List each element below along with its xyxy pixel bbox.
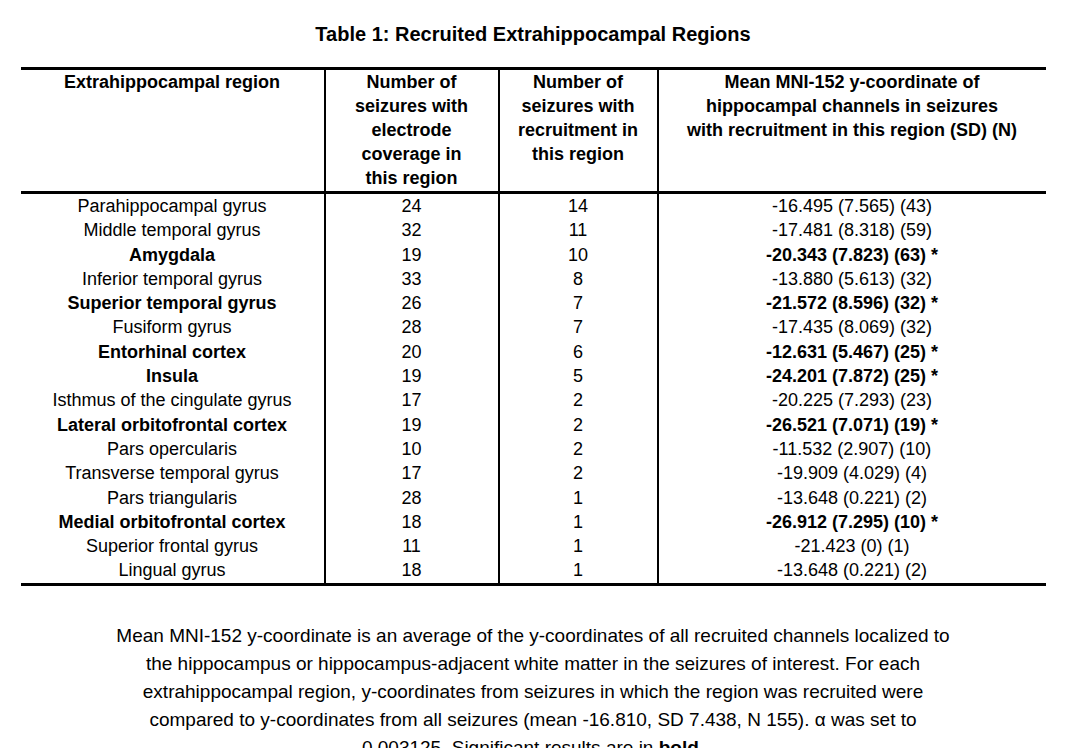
coverage-cell: 19 [325, 413, 499, 437]
mean-cell: -26.912 (7.295) (10) * [658, 510, 1046, 534]
region-cell: Superior frontal gyrus [21, 534, 325, 558]
coverage-cell: 11 [325, 534, 499, 558]
mean-cell: -16.495 (7.565) (43) [658, 193, 1046, 219]
recruitment-cell: 8 [499, 267, 658, 291]
table-title: Table 1: Recruited Extrahippocampal Regi… [0, 21, 1066, 47]
mean-cell: -20.343 (7.823) (63) * [658, 243, 1046, 267]
caption-bold-word: bold [659, 737, 699, 748]
region-cell: Inferior temporal gyrus [21, 267, 325, 291]
table-row: Pars triangularis 28 1 -13.648 (0.221) (… [21, 486, 1046, 510]
recruitment-cell: 14 [499, 193, 658, 219]
mean-cell: -19.909 (4.029) (4) [658, 461, 1046, 485]
region-cell: Pars triangularis [21, 486, 325, 510]
coverage-cell: 28 [325, 315, 499, 339]
mean-cell: -21.572 (8.596) (32) * [658, 291, 1046, 315]
coverage-cell: 17 [325, 461, 499, 485]
coverage-cell: 18 [325, 510, 499, 534]
table-row: Transverse temporal gyrus 17 2 -19.909 (… [21, 461, 1046, 485]
mean-cell: -13.880 (5.613) (32) [658, 267, 1046, 291]
mean-cell: -11.532 (2.907) (10) [658, 437, 1046, 461]
coverage-cell: 24 [325, 193, 499, 219]
header-row: Extrahippocampal region Number of seizur… [21, 69, 1046, 193]
column-header-coverage: Number of seizures with electrode covera… [325, 69, 499, 193]
mean-cell: -20.225 (7.293) (23) [658, 388, 1046, 412]
table-row: Pars opercularis 10 2 -11.532 (2.907) (1… [21, 437, 1046, 461]
mean-cell: -12.631 (5.467) (25) * [658, 340, 1046, 364]
recruitment-cell: 10 [499, 243, 658, 267]
region-cell: Amygdala [21, 243, 325, 267]
recruitment-cell: 1 [499, 486, 658, 510]
table-row: Fusiform gyrus 28 7 -17.435 (8.069) (32) [21, 315, 1046, 339]
table-row: Medial orbitofrontal cortex 18 1 -26.912… [21, 510, 1046, 534]
recruitment-cell: 7 [499, 315, 658, 339]
table-row: Inferior temporal gyrus 33 8 -13.880 (5.… [21, 267, 1046, 291]
table-body: Parahippocampal gyrus 24 14 -16.495 (7.5… [21, 193, 1046, 585]
mean-cell: -17.435 (8.069) (32) [658, 315, 1046, 339]
recruitment-cell: 11 [499, 218, 658, 242]
recruitment-cell: 2 [499, 461, 658, 485]
region-cell: Lingual gyrus [21, 558, 325, 584]
coverage-cell: 20 [325, 340, 499, 364]
coverage-cell: 18 [325, 558, 499, 584]
document-page: Table 1: Recruited Extrahippocampal Regi… [0, 0, 1066, 748]
coverage-cell: 10 [325, 437, 499, 461]
recruitment-cell: 1 [499, 510, 658, 534]
region-cell: Isthmus of the cingulate gyrus [21, 388, 325, 412]
recruitment-cell: 1 [499, 534, 658, 558]
region-cell: Fusiform gyrus [21, 315, 325, 339]
table-row: Middle temporal gyrus 32 11 -17.481 (8.3… [21, 218, 1046, 242]
table-caption: Mean MNI-152 y-coordinate is an average … [111, 622, 956, 748]
mean-cell: -24.201 (7.872) (25) * [658, 364, 1046, 388]
coverage-cell: 26 [325, 291, 499, 315]
column-header-recruitment: Number of seizures with recruitment in t… [499, 69, 658, 193]
coverage-cell: 33 [325, 267, 499, 291]
table-row: Superior temporal gyrus 26 7 -21.572 (8.… [21, 291, 1046, 315]
mean-cell: -26.521 (7.071) (19) * [658, 413, 1046, 437]
recruitment-cell: 2 [499, 437, 658, 461]
mean-cell: -13.648 (0.221) (2) [658, 558, 1046, 584]
coverage-cell: 17 [325, 388, 499, 412]
coverage-cell: 19 [325, 243, 499, 267]
recruitment-cell: 6 [499, 340, 658, 364]
column-header-region: Extrahippocampal region [21, 69, 325, 193]
mean-cell: -17.481 (8.318) (59) [658, 218, 1046, 242]
region-cell: Parahippocampal gyrus [21, 193, 325, 219]
regions-table: Extrahippocampal region Number of seizur… [21, 67, 1046, 586]
region-cell: Superior temporal gyrus [21, 291, 325, 315]
coverage-cell: 19 [325, 364, 499, 388]
table-row: Superior frontal gyrus 11 1 -21.423 (0) … [21, 534, 1046, 558]
region-cell: Lateral orbitofrontal cortex [21, 413, 325, 437]
recruitment-cell: 2 [499, 413, 658, 437]
coverage-cell: 28 [325, 486, 499, 510]
mean-cell: -21.423 (0) (1) [658, 534, 1046, 558]
table-row: Entorhinal cortex 20 6 -12.631 (5.467) (… [21, 340, 1046, 364]
table-row: Isthmus of the cingulate gyrus 17 2 -20.… [21, 388, 1046, 412]
caption-suffix: . [699, 737, 704, 748]
region-cell: Middle temporal gyrus [21, 218, 325, 242]
region-cell: Transverse temporal gyrus [21, 461, 325, 485]
mean-cell: -13.648 (0.221) (2) [658, 486, 1046, 510]
column-header-mean-y-coordinate: Mean MNI-152 y-coordinate of hippocampal… [658, 69, 1046, 193]
recruitment-cell: 1 [499, 558, 658, 584]
recruitment-cell: 5 [499, 364, 658, 388]
table-row: Lingual gyrus 18 1 -13.648 (0.221) (2) [21, 558, 1046, 584]
recruitment-cell: 7 [499, 291, 658, 315]
table-row: Amygdala 19 10 -20.343 (7.823) (63) * [21, 243, 1046, 267]
recruitment-cell: 2 [499, 388, 658, 412]
table-header: Extrahippocampal region Number of seizur… [21, 69, 1046, 193]
caption-text: Mean MNI-152 y-coordinate is an average … [116, 625, 949, 748]
region-cell: Entorhinal cortex [21, 340, 325, 364]
coverage-cell: 32 [325, 218, 499, 242]
region-cell: Medial orbitofrontal cortex [21, 510, 325, 534]
region-cell: Insula [21, 364, 325, 388]
table-row: Parahippocampal gyrus 24 14 -16.495 (7.5… [21, 193, 1046, 219]
table-row: Lateral orbitofrontal cortex 19 2 -26.52… [21, 413, 1046, 437]
table-row: Insula 19 5 -24.201 (7.872) (25) * [21, 364, 1046, 388]
region-cell: Pars opercularis [21, 437, 325, 461]
